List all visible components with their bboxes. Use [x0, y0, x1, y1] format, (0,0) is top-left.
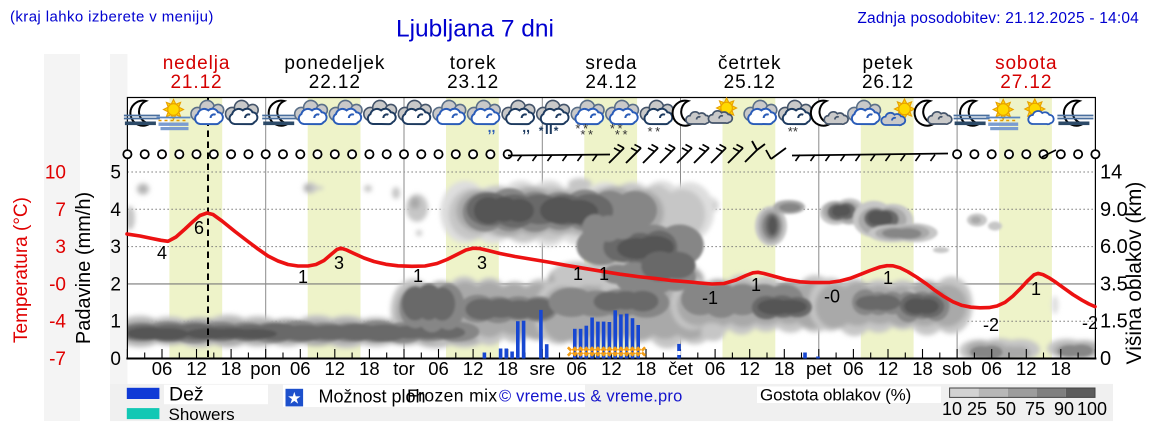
- svg-text:14: 14: [1100, 162, 1122, 184]
- svg-text:24.12: 24.12: [585, 72, 637, 93]
- svg-text:Višina oblakov (km): Višina oblakov (km): [1123, 182, 1146, 365]
- svg-text:Temperatura (°C): Temperatura (°C): [11, 197, 32, 343]
- svg-text:4: 4: [157, 243, 167, 263]
- svg-text:3: 3: [110, 237, 121, 258]
- svg-text:1: 1: [599, 264, 609, 284]
- svg-text:sob: sob: [942, 358, 972, 379]
- svg-text:6: 6: [194, 218, 204, 238]
- svg-text:18: 18: [221, 358, 242, 379]
- svg-text:Gostota oblakov (%): Gostota oblakov (%): [760, 386, 911, 405]
- svg-text:sobota: sobota: [995, 53, 1057, 74]
- svg-text:5: 5: [110, 163, 121, 184]
- svg-text:četrtek: četrtek: [718, 53, 781, 74]
- svg-text:Padavine (mm/h): Padavine (mm/h): [73, 192, 95, 344]
- svg-text:-0: -0: [49, 274, 66, 295]
- svg-text:1: 1: [751, 275, 761, 295]
- svg-text:0: 0: [1100, 348, 1111, 370]
- svg-text:nedelja: nedelja: [163, 53, 231, 74]
- svg-text:06: 06: [152, 358, 173, 379]
- svg-text:18: 18: [636, 358, 657, 379]
- svg-text:čet: čet: [668, 358, 693, 379]
- svg-text:-1: -1: [702, 288, 718, 308]
- svg-text:-4: -4: [49, 312, 66, 333]
- svg-text:18: 18: [359, 358, 380, 379]
- svg-text:9.0: 9.0: [1100, 199, 1128, 221]
- svg-text:12: 12: [186, 358, 207, 379]
- svg-text:06: 06: [705, 358, 726, 379]
- svg-text:-0: -0: [824, 287, 840, 307]
- svg-text:27.12: 27.12: [1000, 72, 1052, 93]
- svg-text:(kraj lahko izberete v meniju): (kraj lahko izberete v meniju): [10, 9, 214, 26]
- svg-text:06: 06: [981, 358, 1002, 379]
- svg-text:Zadnja posodobitev: 21.12.2025: Zadnja posodobitev: 21.12.2025 - 14:04: [857, 10, 1139, 27]
- svg-text:06: 06: [428, 358, 449, 379]
- svg-text:petek: petek: [863, 53, 914, 74]
- svg-text:1: 1: [883, 268, 893, 288]
- svg-text:Ljubljana 7 dni: Ljubljana 7 dni: [396, 16, 554, 43]
- svg-text:12: 12: [601, 358, 622, 379]
- svg-text:4: 4: [110, 200, 121, 221]
- svg-text:0: 0: [110, 349, 121, 370]
- svg-text:100: 100: [1077, 399, 1107, 419]
- svg-text:06: 06: [843, 358, 864, 379]
- svg-text:26.12: 26.12: [862, 72, 914, 93]
- svg-text:1: 1: [298, 267, 308, 287]
- svg-text:sreda: sreda: [585, 53, 637, 74]
- svg-text:1: 1: [413, 266, 423, 286]
- svg-text:Možnost ploh: Možnost ploh: [319, 387, 426, 407]
- svg-text:12: 12: [325, 358, 346, 379]
- svg-text:sre: sre: [529, 358, 555, 379]
- svg-text:90: 90: [1054, 399, 1074, 419]
- svg-text:torek: torek: [450, 53, 497, 74]
- svg-text:10: 10: [45, 163, 66, 184]
- svg-text:3: 3: [334, 253, 344, 273]
- svg-text:12: 12: [463, 358, 484, 379]
- svg-text:6.0: 6.0: [1100, 236, 1128, 258]
- svg-text:25.12: 25.12: [724, 72, 776, 93]
- svg-text:pon: pon: [250, 358, 281, 379]
- svg-text:18: 18: [774, 358, 795, 379]
- svg-text:25: 25: [967, 399, 987, 419]
- svg-text:22.12: 22.12: [309, 72, 361, 93]
- svg-text:75: 75: [1025, 399, 1045, 419]
- svg-text:© vreme.us & vreme.pro: © vreme.us & vreme.pro: [499, 388, 682, 406]
- svg-text:★: ★: [287, 391, 301, 408]
- svg-text:50: 50: [996, 399, 1016, 419]
- svg-text:7: 7: [55, 200, 66, 221]
- svg-text:10: 10: [942, 399, 962, 419]
- svg-text:3.5: 3.5: [1100, 273, 1128, 295]
- svg-text:18: 18: [912, 358, 933, 379]
- svg-text:-2: -2: [1082, 313, 1098, 333]
- svg-text:Showers: Showers: [169, 405, 235, 424]
- svg-text:1.5: 1.5: [1100, 311, 1128, 333]
- svg-text:tor: tor: [393, 358, 415, 379]
- svg-text:12: 12: [739, 358, 760, 379]
- svg-text:2: 2: [110, 274, 121, 295]
- svg-text:1: 1: [1031, 279, 1041, 299]
- svg-text:ponedeljek: ponedeljek: [284, 53, 385, 74]
- svg-text:1: 1: [573, 264, 583, 284]
- svg-text:23.12: 23.12: [447, 72, 499, 93]
- svg-text:1: 1: [110, 312, 121, 333]
- svg-text:pet: pet: [806, 358, 832, 379]
- svg-text:Frozen mix: Frozen mix: [407, 386, 498, 406]
- svg-text:12: 12: [1016, 358, 1037, 379]
- svg-text:06: 06: [290, 358, 311, 379]
- svg-text:12: 12: [878, 358, 899, 379]
- svg-text:3: 3: [477, 253, 487, 273]
- svg-text:18: 18: [497, 358, 518, 379]
- svg-text:-7: -7: [49, 349, 66, 370]
- svg-text:18: 18: [1051, 358, 1072, 379]
- svg-text:3: 3: [55, 237, 66, 258]
- svg-text:06: 06: [567, 358, 588, 379]
- svg-text:Dež: Dež: [169, 384, 204, 406]
- svg-text:-2: -2: [983, 315, 999, 335]
- svg-text:21.12: 21.12: [170, 72, 222, 93]
